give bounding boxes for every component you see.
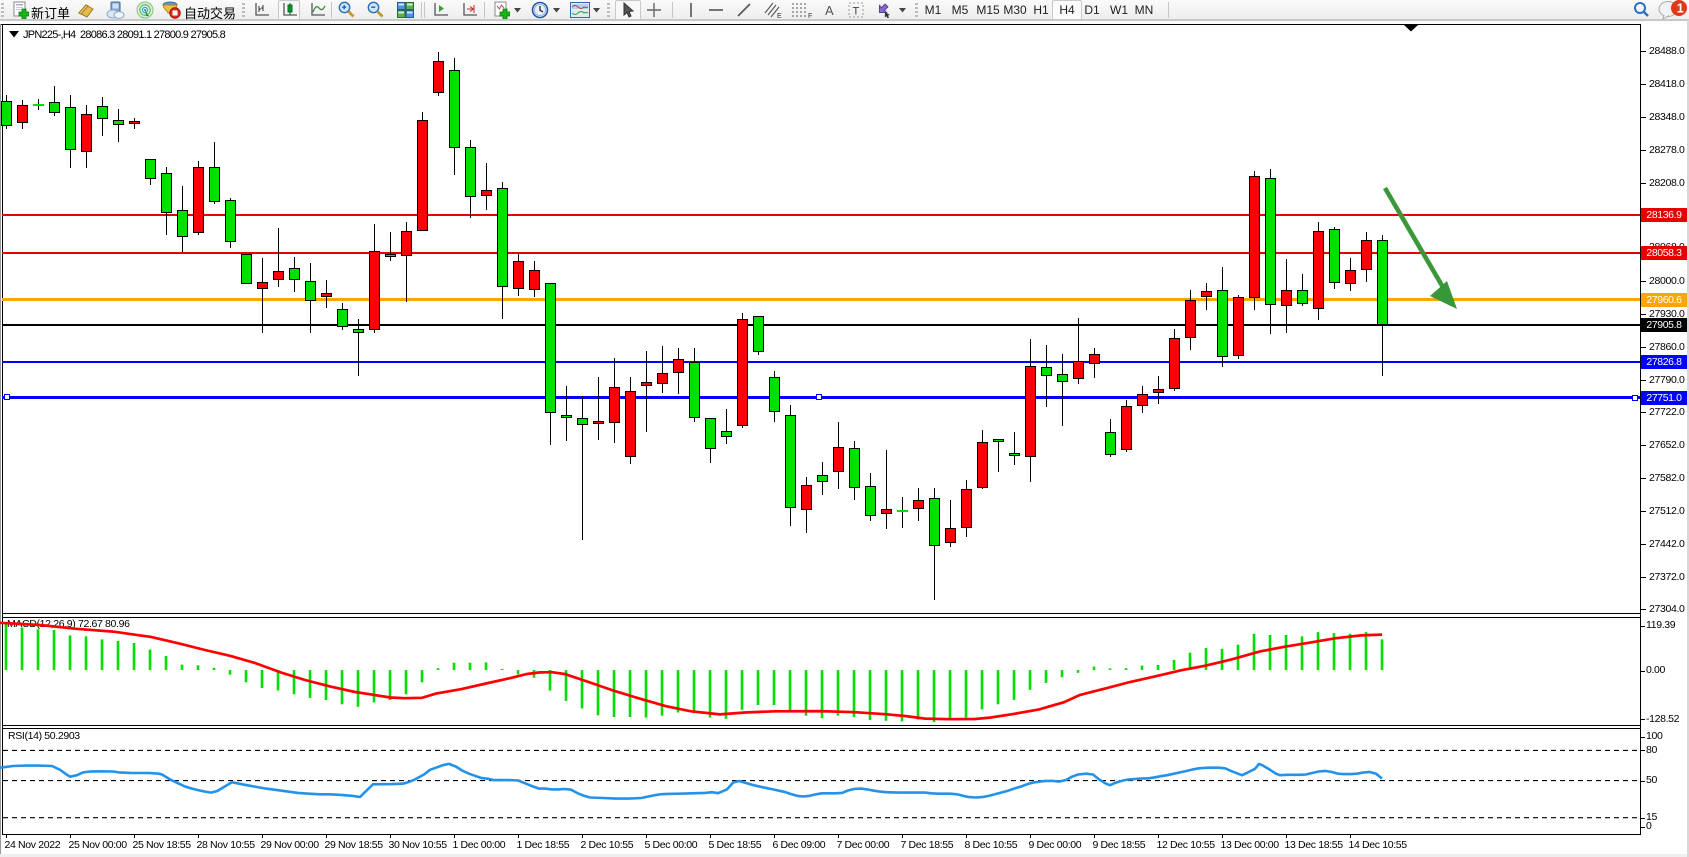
- svg-text:1: 1: [1677, 1, 1684, 16]
- svg-text:E: E: [777, 13, 782, 19]
- svg-text:T: T: [853, 6, 860, 18]
- svg-text:F: F: [808, 13, 812, 19]
